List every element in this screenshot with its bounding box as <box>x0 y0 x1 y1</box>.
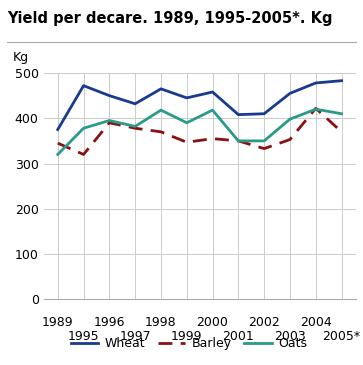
Text: Yield per decare. 1989, 1995-2005*. Kg: Yield per decare. 1989, 1995-2005*. Kg <box>7 11 333 26</box>
Text: 2000: 2000 <box>197 316 228 329</box>
Text: 2005*: 2005* <box>322 330 360 343</box>
Text: 2003: 2003 <box>274 330 306 343</box>
Text: 1996: 1996 <box>94 316 125 329</box>
Text: 2001: 2001 <box>223 330 254 343</box>
Text: Kg: Kg <box>12 51 28 64</box>
Text: 1989: 1989 <box>42 316 74 329</box>
Text: 2004: 2004 <box>300 316 332 329</box>
Text: 2002: 2002 <box>248 316 280 329</box>
Text: 1995: 1995 <box>68 330 99 343</box>
Text: 1997: 1997 <box>119 330 151 343</box>
Text: 1998: 1998 <box>145 316 177 329</box>
Text: 1999: 1999 <box>171 330 203 343</box>
Legend: Wheat, Barley, Oats: Wheat, Barley, Oats <box>66 332 312 355</box>
